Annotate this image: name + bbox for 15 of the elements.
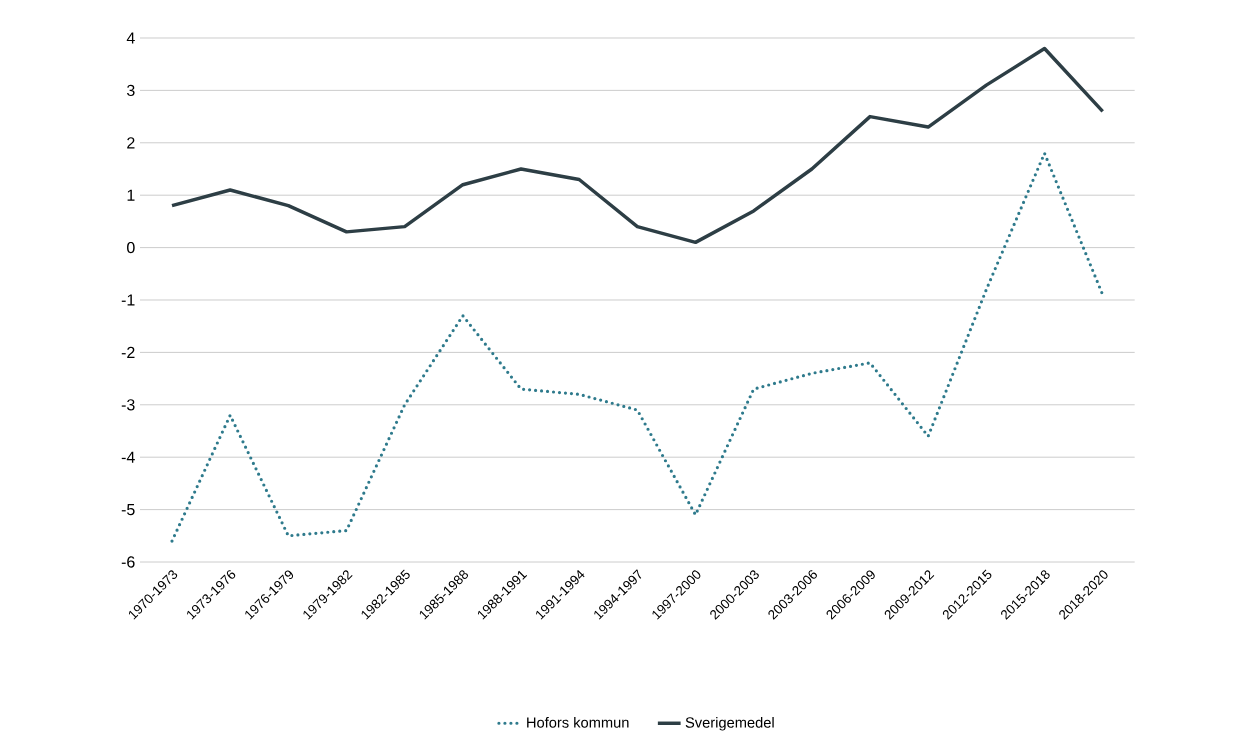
y-tick-label: -1 (121, 294, 135, 306)
y-tick-label: 2 (127, 137, 135, 149)
y-tick-label: 4 (126, 32, 135, 44)
y-tick-label: -5 (121, 504, 135, 516)
line-series (170, 46, 1105, 245)
legend-label: Sverigemedel (685, 716, 774, 731)
y-tick-label: -6 (121, 556, 135, 568)
y-tick-label: -3 (121, 399, 135, 411)
y-tick-label: 0 (127, 241, 135, 254)
legend-label: Hofors kommun (527, 716, 629, 728)
line-series (170, 151, 1105, 543)
y-tick-label: 3 (127, 84, 135, 97)
y-tick-label: -2 (121, 346, 135, 358)
y-tick-label: -4 (121, 451, 135, 463)
y-tick-label: 1 (127, 189, 135, 201)
